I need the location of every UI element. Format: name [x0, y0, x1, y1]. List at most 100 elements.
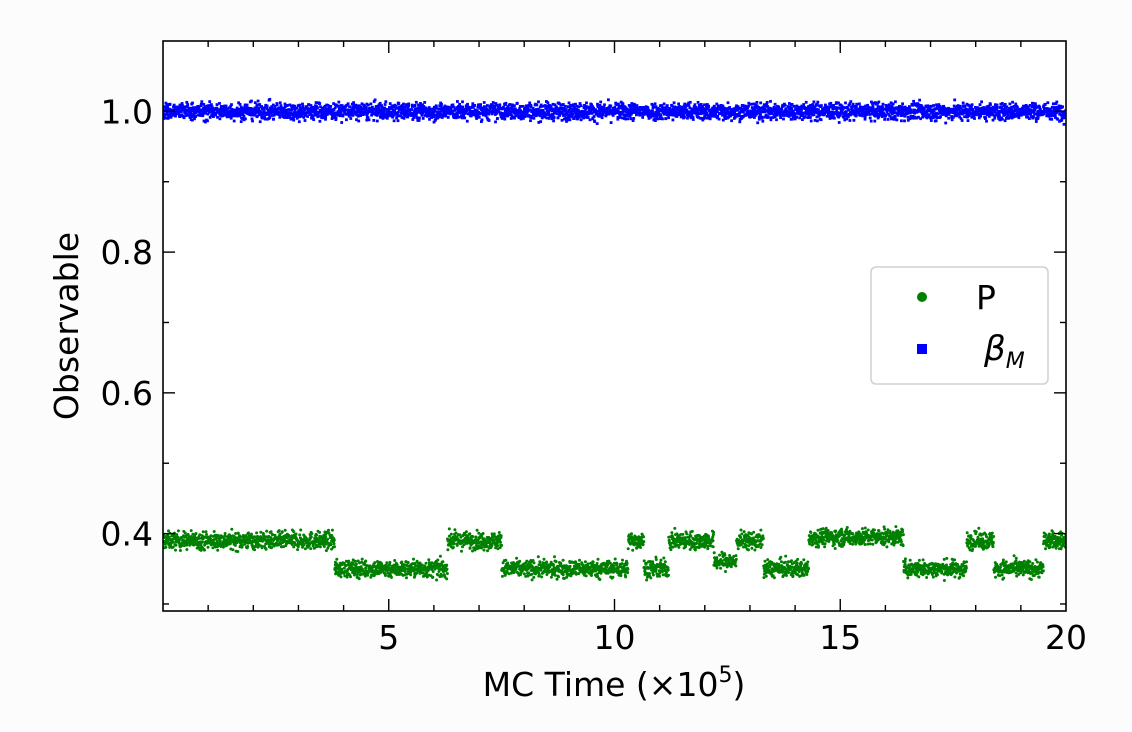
p-point — [734, 564, 738, 568]
p-point — [1028, 560, 1032, 564]
p-point — [271, 533, 274, 537]
p-point — [324, 535, 328, 539]
beta-point — [343, 109, 347, 113]
p-point — [276, 539, 279, 543]
p-point — [626, 567, 630, 571]
p-point — [345, 575, 349, 579]
p-point — [480, 546, 484, 550]
p-point — [734, 554, 738, 558]
p-point — [515, 556, 519, 560]
p-point — [384, 563, 388, 567]
p-point — [234, 532, 238, 535]
p-point — [658, 574, 662, 578]
p-point — [216, 548, 220, 552]
p-point — [985, 535, 988, 539]
p-point — [437, 570, 441, 573]
p-point — [974, 544, 977, 548]
beta-point — [295, 106, 299, 110]
p-point — [554, 560, 558, 564]
p-point — [885, 545, 889, 549]
beta-point — [324, 117, 327, 121]
p-point — [785, 574, 788, 577]
p-point — [1001, 558, 1005, 562]
p-point — [834, 529, 838, 533]
p-point — [689, 534, 693, 538]
p-point — [772, 576, 776, 580]
p-point — [649, 576, 653, 580]
p-point — [270, 546, 273, 550]
p-point — [615, 561, 619, 565]
p-point — [752, 530, 756, 534]
p-point — [499, 540, 502, 544]
beta-point — [366, 103, 370, 107]
p-point — [412, 557, 415, 561]
p-point — [228, 542, 232, 546]
beta-point — [369, 102, 373, 106]
p-point — [1031, 562, 1035, 565]
beta-point — [278, 114, 282, 118]
beta-point — [210, 105, 214, 109]
p-point — [595, 562, 599, 565]
p-point — [542, 557, 546, 561]
p-point — [662, 556, 666, 560]
p-point — [330, 528, 334, 532]
beta-point — [251, 119, 254, 123]
p-point — [471, 549, 474, 553]
beta-point — [318, 102, 322, 105]
p-point — [712, 551, 716, 555]
p-point — [671, 545, 675, 549]
p-point — [230, 527, 234, 531]
p-point — [364, 559, 368, 563]
p-point — [175, 533, 179, 537]
p-point — [899, 540, 903, 544]
p-point — [683, 536, 687, 540]
p-point — [287, 534, 291, 538]
p-point — [292, 530, 296, 534]
beta-point — [420, 113, 424, 117]
p-point — [330, 534, 334, 537]
p-point — [800, 562, 803, 566]
p-point — [840, 527, 843, 531]
p-point — [497, 531, 501, 534]
p-point — [868, 542, 872, 546]
beta-point — [333, 114, 337, 118]
p-point — [1014, 556, 1018, 560]
p-point — [530, 578, 534, 582]
p-point — [739, 528, 743, 532]
beta-point — [298, 103, 302, 107]
beta-point — [258, 120, 262, 124]
p-point — [420, 563, 424, 567]
p-point — [353, 559, 357, 563]
p-point — [176, 535, 180, 539]
p-point — [685, 532, 689, 536]
beta-point — [306, 115, 309, 118]
p-point — [630, 532, 633, 536]
p-point — [324, 549, 328, 553]
p-point — [639, 546, 642, 549]
p-point — [496, 544, 499, 548]
p-point — [759, 528, 763, 532]
p-point — [264, 535, 268, 539]
p-point — [327, 528, 330, 532]
p-point — [1041, 569, 1045, 573]
p-point — [1019, 571, 1023, 575]
p-point — [183, 531, 187, 535]
p-point — [1029, 578, 1033, 581]
beta-point — [312, 118, 316, 121]
p-point — [645, 578, 649, 582]
p-point — [345, 570, 349, 574]
beta-point — [215, 103, 219, 106]
p-point — [223, 534, 227, 538]
p-point — [917, 558, 921, 562]
p-point — [654, 567, 658, 571]
p-point — [351, 561, 355, 565]
p-point — [764, 574, 768, 578]
p-point — [246, 545, 250, 548]
beta-point — [423, 101, 427, 104]
p-point — [561, 573, 565, 577]
p-point — [424, 561, 428, 565]
p-point — [194, 532, 198, 535]
p-point — [538, 560, 542, 564]
beta-point — [232, 119, 236, 123]
p-point — [240, 544, 244, 548]
